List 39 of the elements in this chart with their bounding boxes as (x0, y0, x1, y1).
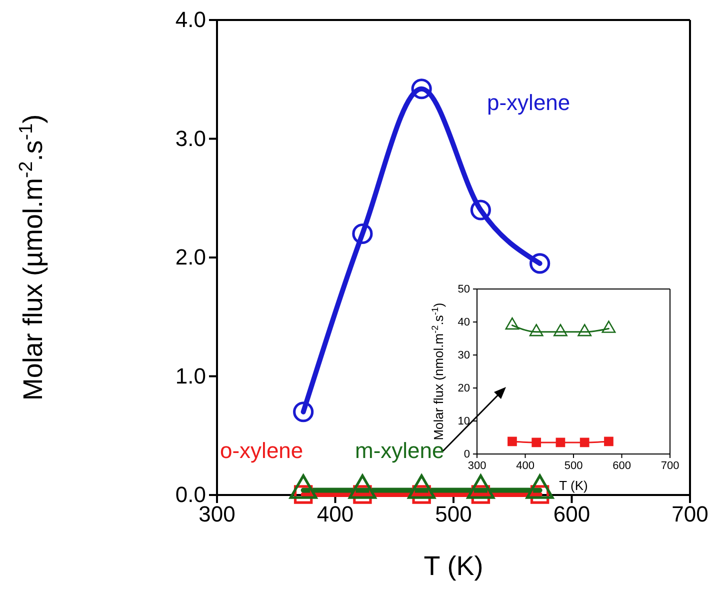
point (529, 324, 544, 336)
point (554, 324, 568, 336)
x-tick-label: 500 (435, 502, 472, 527)
point (532, 438, 542, 448)
y-tick-label: 4.0 (175, 7, 206, 32)
point (580, 438, 590, 448)
point (556, 438, 566, 448)
point (411, 78, 432, 100)
point (578, 324, 592, 336)
x-tick-label: 600 (553, 502, 590, 527)
y-tick-label: 40 (458, 316, 470, 329)
point (352, 223, 373, 244)
y-tick-label: 10 (458, 416, 470, 428)
y-tick-label: 3.0 (175, 126, 206, 151)
point (604, 436, 614, 446)
point (508, 436, 517, 446)
x-tick-label: 600 (612, 460, 631, 472)
x-tick-label: 700 (660, 460, 680, 472)
x-tick-label: 400 (316, 502, 354, 527)
x-tick-label: 300 (468, 460, 486, 472)
y-tick-label: 2.0 (175, 244, 206, 270)
series-label: o-xylene (220, 438, 304, 463)
point (293, 402, 314, 422)
x-axis-title: T (K) (559, 478, 588, 493)
x-axis-title: T (K) (424, 551, 484, 581)
x-tick-label: 500 (564, 460, 583, 472)
x-tick-label: 700 (672, 502, 708, 527)
point (470, 200, 491, 220)
point (602, 320, 616, 333)
series-label: m-xylene (355, 438, 444, 463)
y-tick-label: 30 (458, 350, 470, 362)
series-label: p-xylene (487, 90, 570, 115)
point (530, 253, 550, 274)
y-tick-label: 0 (464, 448, 470, 461)
point (505, 317, 520, 330)
y-tick-label: 20 (458, 382, 470, 395)
y-tick-label: 1.0 (175, 363, 206, 388)
x-tick-label: 400 (516, 460, 534, 472)
y-tick-label: 50 (458, 284, 470, 296)
